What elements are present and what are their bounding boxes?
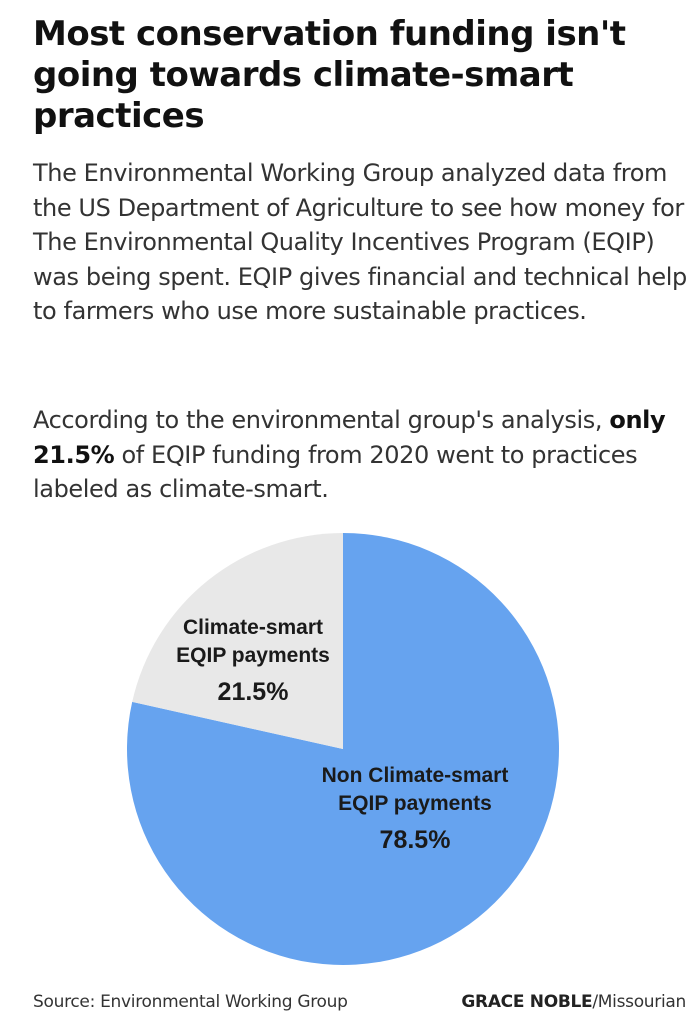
author-name: GRACE NOBLE — [461, 992, 593, 1012]
footer: Source: Environmental Working Group GRAC… — [33, 990, 686, 1014]
intro-paragraph: The Environmental Working Group analyzed… — [33, 159, 687, 325]
non-climate-smart-label-line-2: EQIP payments — [338, 792, 492, 815]
climate-smart-label-line-2: EQIP payments — [176, 644, 330, 667]
outlet-name: /Missourian — [592, 992, 686, 1012]
pie-slice-non-climate-smart — [126, 533, 560, 966]
climate-smart-value-label: 21.5% — [218, 678, 289, 706]
pie-slice-climate-smart — [132, 533, 343, 749]
source-credit: Source: Environmental Working Group — [33, 992, 348, 1012]
analysis-text-after: of EQIP funding from 2020 went to practi… — [33, 440, 638, 504]
analysis-highlight: only 21.5% — [33, 406, 666, 469]
non-climate-smart-label-line-1: Non Climate-smart — [322, 764, 509, 787]
author-credit: GRACE NOBLE/Missourian — [461, 990, 686, 1014]
analysis-text-before: According to the environmental group's a… — [33, 406, 610, 434]
headline: Most conservation funding isn't going to… — [33, 14, 626, 136]
pie-chart: Climate-smart EQIP payments 21.5% Non Clima… — [126, 533, 560, 966]
climate-smart-label-line-1: Climate-smart — [183, 616, 323, 639]
non-climate-smart-value-label: 78.5% — [380, 826, 451, 854]
analysis-paragraph: According to the environmental group's a… — [33, 403, 688, 507]
